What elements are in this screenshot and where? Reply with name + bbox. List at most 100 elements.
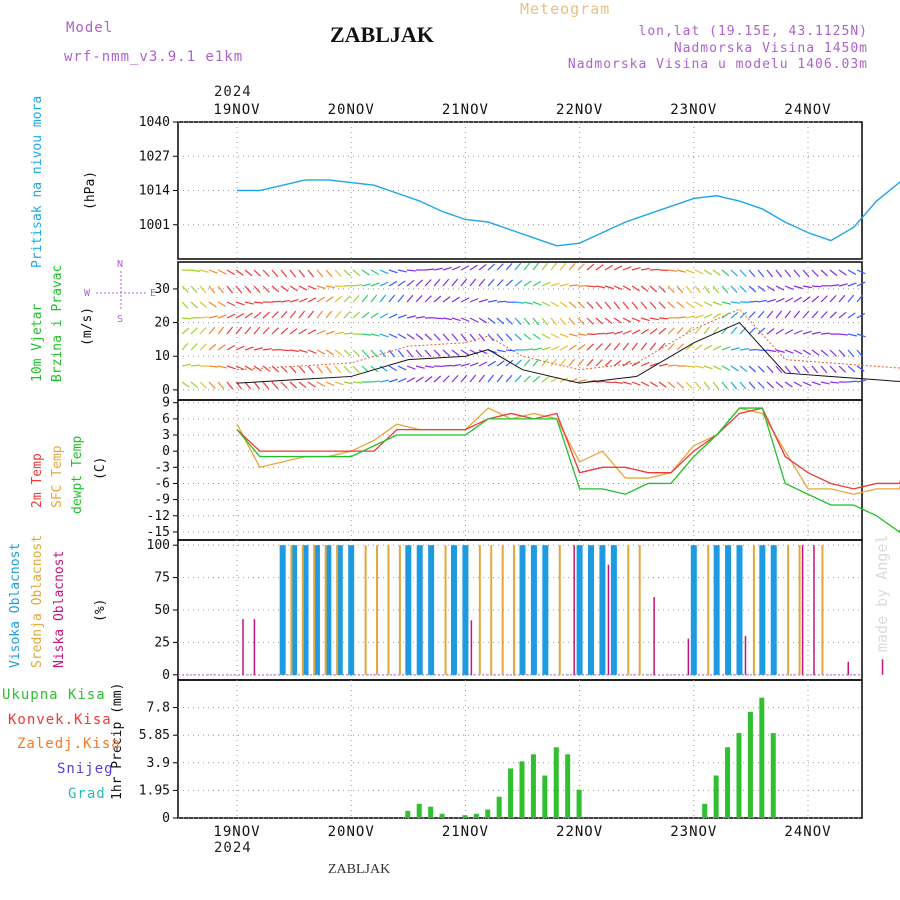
wind-barb — [829, 269, 838, 277]
wind-barb — [730, 326, 738, 335]
wind-barb — [667, 364, 678, 367]
wind-barb — [217, 344, 226, 351]
wind-barb — [829, 294, 837, 303]
y-tick-label: 0 — [162, 383, 170, 398]
year-bottom: 2024 — [214, 840, 252, 856]
wind-barb — [496, 263, 504, 271]
wind-barb — [388, 280, 398, 287]
wind-barb — [595, 264, 604, 271]
wind-barb — [730, 269, 738, 277]
wind-barb — [370, 282, 380, 287]
wind-barb — [226, 344, 236, 351]
wind-barb — [649, 285, 658, 293]
wind-barb — [415, 349, 423, 358]
cloud-bar — [291, 545, 298, 675]
wind-barb — [190, 301, 199, 309]
wind-barb — [226, 365, 236, 370]
wind-barb — [775, 285, 785, 291]
cloud-bar — [798, 545, 801, 675]
cloud-bar — [364, 545, 367, 675]
wind-barb — [793, 285, 803, 290]
wind-barb — [235, 285, 243, 294]
wind-barb — [298, 310, 306, 319]
wind-barb — [667, 343, 675, 351]
wind-barb — [424, 295, 432, 303]
wind-barb — [199, 381, 207, 389]
wind-barb — [685, 343, 694, 351]
wind-barb — [505, 333, 513, 341]
wind-barb — [415, 376, 424, 383]
wind-barb — [568, 263, 576, 271]
y-tick-label: 6 — [162, 412, 170, 427]
wind-barb — [325, 285, 335, 289]
wind-barb — [613, 265, 623, 271]
wind-barb — [370, 312, 379, 319]
y-tick-label: 7.8 — [147, 701, 170, 716]
wind-barb — [721, 312, 730, 319]
cloud-bar — [744, 635, 747, 675]
wind-barb — [631, 301, 639, 310]
cloud-bar — [279, 545, 286, 675]
cloud-bar — [387, 545, 390, 675]
wind-barb — [694, 326, 702, 335]
wind-barb — [406, 315, 416, 319]
wind-barb — [352, 294, 360, 303]
precip-bar — [530, 754, 536, 818]
wind-barb — [460, 278, 468, 287]
cloud-bar — [428, 545, 435, 675]
wind-barb — [388, 269, 398, 274]
wind-barb — [424, 333, 433, 341]
cloud-bar — [599, 545, 606, 675]
wind-barb — [469, 374, 477, 383]
dewpt-line — [236, 407, 900, 533]
wind-barb — [613, 317, 622, 324]
wind-barb — [181, 363, 191, 367]
wind-barb — [478, 298, 488, 303]
wind-barb — [802, 269, 810, 278]
wind-barb — [316, 285, 326, 290]
wind-barb — [307, 381, 316, 388]
cloud-bar — [450, 545, 457, 675]
wind-barb — [226, 381, 234, 390]
wind-barb — [730, 311, 739, 319]
wind-barb — [793, 349, 803, 355]
wind-barb — [712, 269, 721, 276]
wind-barb — [226, 269, 236, 276]
wind-barb — [541, 301, 551, 307]
wind-barb — [793, 269, 801, 278]
wind-barb — [802, 285, 812, 289]
x-tick-label-top: 19NOV — [213, 102, 260, 118]
wind-barb — [451, 374, 459, 383]
wind-barb — [577, 343, 586, 351]
wind-barb — [307, 269, 315, 278]
wind-barb — [604, 331, 614, 335]
wind-barb — [181, 317, 192, 320]
wind-barb — [289, 365, 297, 374]
x-tick-label-bottom: 23NOV — [670, 824, 717, 840]
wind-barb — [271, 311, 279, 319]
wind-barb — [406, 279, 415, 287]
wind-barb — [496, 317, 505, 325]
wind-barb — [802, 310, 810, 319]
wind-barb — [559, 345, 569, 351]
wind-barb — [361, 333, 372, 336]
cloud-bar — [348, 545, 355, 675]
wind-barb — [685, 269, 695, 274]
wind-barb — [730, 365, 739, 372]
precip-bar — [770, 733, 776, 818]
wind-barb — [505, 279, 514, 287]
wind-barb — [442, 278, 450, 287]
wind-barb — [856, 365, 865, 372]
wind-barb — [379, 349, 387, 358]
wind-barb — [775, 381, 784, 389]
wind-barb — [361, 311, 370, 319]
wind-barb — [595, 285, 605, 289]
wind-barb — [604, 301, 612, 310]
wind-barb — [847, 282, 857, 287]
wind-barb — [289, 285, 298, 292]
wind-barb — [766, 349, 776, 353]
wind-barb — [280, 327, 289, 335]
cloud-bar — [313, 545, 316, 675]
wind-barb — [721, 285, 729, 294]
wind-barb — [703, 269, 713, 276]
